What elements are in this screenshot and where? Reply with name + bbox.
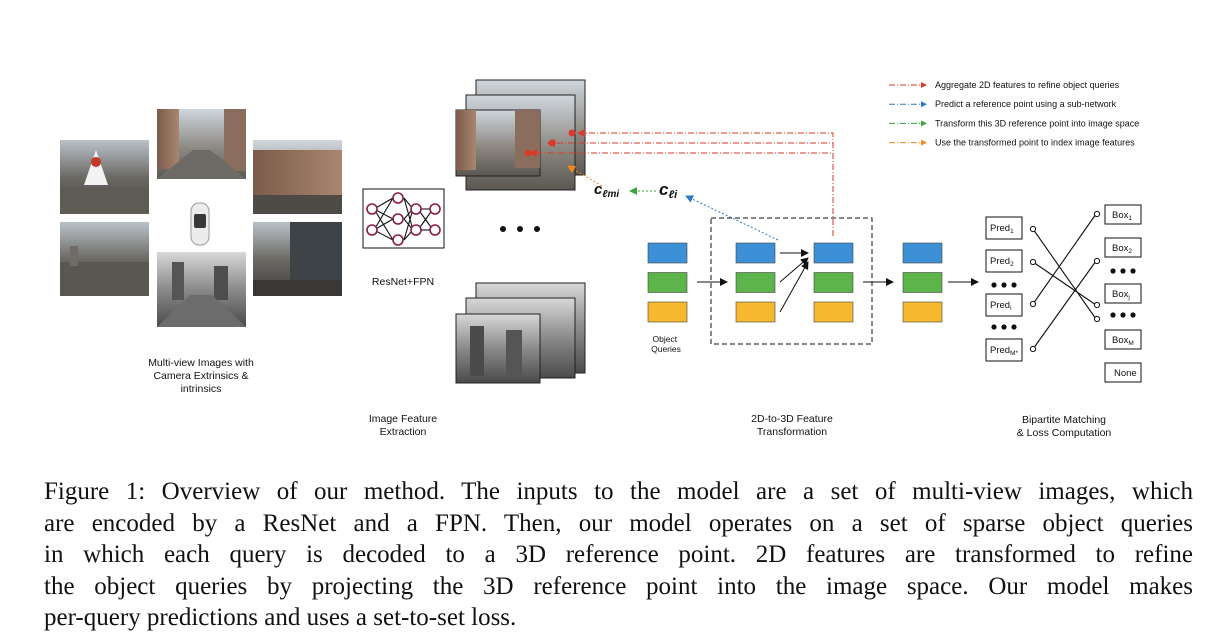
flow-arrows bbox=[697, 249, 979, 313]
feature-ellipsis bbox=[500, 226, 540, 232]
query-green-block bbox=[902, 272, 943, 293]
resnet-fpn-network-icon bbox=[362, 188, 445, 249]
matching-lines bbox=[1032, 213, 1097, 350]
svg-text:Predi: Predi bbox=[990, 300, 1012, 312]
svg-text:Pred1: Pred1 bbox=[990, 223, 1014, 235]
caption-line: the object queries by projecting the 3D … bbox=[44, 572, 1193, 600]
svg-text:None: None bbox=[1114, 368, 1137, 379]
refined-queries-column bbox=[813, 242, 854, 323]
transformation-label: 2D-to-3D Feature Transformation bbox=[751, 413, 833, 438]
query-blue-block bbox=[735, 242, 776, 264]
caption-line: per-query predictions and uses a set-to-… bbox=[44, 604, 517, 631]
query-blue-block bbox=[902, 242, 943, 264]
query-green-block bbox=[647, 272, 688, 293]
method-diagram: cℓmi cℓi Object Queries Aggregate 2D fea… bbox=[60, 79, 1142, 384]
ego-car-icon bbox=[190, 202, 210, 246]
caption-line: in which each query is decoded to a 3D r… bbox=[44, 541, 1193, 568]
query-blue-block bbox=[813, 242, 854, 264]
none-box: None bbox=[1104, 362, 1142, 383]
blue-predict-arrow bbox=[685, 195, 779, 241]
ground-truth-box: Box1 bbox=[1104, 204, 1142, 225]
query-yellow-block bbox=[813, 301, 854, 323]
camera-front-right-image bbox=[253, 140, 342, 214]
ground-truth-box: Boxj bbox=[1104, 283, 1142, 304]
legend-item-label: Transform this 3D reference point into i… bbox=[935, 118, 1139, 128]
caption-line: are encoded by a ResNet and a FPN. Then,… bbox=[44, 509, 1193, 537]
query-green-block bbox=[735, 272, 776, 293]
legend-item-label: Predict a reference point using a sub-ne… bbox=[935, 99, 1117, 109]
query-green-block bbox=[813, 272, 854, 293]
svg-text:Box2: Box2 bbox=[1112, 243, 1132, 255]
legend: Aggregate 2D features to refine object q… bbox=[889, 80, 1139, 148]
svg-text:Box1: Box1 bbox=[1112, 210, 1132, 222]
camera-front-image bbox=[157, 109, 246, 179]
pred-ellipsis bbox=[991, 282, 1017, 330]
object-queries-label: Object Queries bbox=[651, 334, 681, 354]
ground-truth-box: BoxM bbox=[1104, 329, 1142, 350]
svg-text:Boxj: Boxj bbox=[1112, 289, 1130, 301]
feature-map-stack-bottom bbox=[455, 282, 586, 384]
camera-front-left-image bbox=[60, 140, 149, 214]
feature-extraction-label: Image Feature Extraction bbox=[368, 413, 438, 438]
query-yellow-block bbox=[647, 301, 688, 323]
ground-truth-box: Box2 bbox=[1104, 237, 1142, 258]
figure-caption: Figure 1: Overview of our method. The in… bbox=[44, 476, 1193, 634]
query-yellow-block bbox=[735, 301, 776, 323]
svg-text:Pred2: Pred2 bbox=[990, 256, 1014, 268]
output-queries-column bbox=[902, 242, 943, 323]
backbone-label: ResNet+FPN bbox=[371, 276, 435, 288]
prediction-boxes: Pred1 Pred2 Predi PredM* bbox=[985, 216, 1023, 362]
legend-arrowhead bbox=[921, 139, 927, 146]
multiview-label: Multi-view Images with Camera Extrinsics … bbox=[148, 357, 254, 395]
legend-arrowhead bbox=[921, 101, 927, 108]
legend-item-label: Use the transformed point to index image… bbox=[935, 138, 1135, 148]
multiview-images bbox=[60, 109, 342, 327]
legend-item-label: Aggregate 2D features to refine object q… bbox=[935, 80, 1120, 90]
ground-truth-boxes: Box1 Box2 Boxj BoxM None bbox=[1104, 204, 1142, 383]
legend-arrowhead bbox=[921, 82, 927, 88]
matching-endpoints bbox=[1029, 210, 1101, 353]
object-queries-column bbox=[647, 242, 688, 323]
camera-back-left-image bbox=[60, 222, 149, 296]
svg-text:BoxM: BoxM bbox=[1112, 335, 1134, 347]
camera-back-right-image bbox=[253, 222, 342, 296]
red-sample-points bbox=[524, 129, 576, 157]
caption-line: Figure 1: Overview of our method. The in… bbox=[44, 478, 1193, 505]
camera-back-image bbox=[157, 252, 246, 327]
feature-map-stack-top bbox=[455, 79, 586, 191]
box-ellipsis bbox=[1110, 268, 1136, 318]
prediction-box: Pred1 bbox=[985, 216, 1023, 240]
legend-arrowhead bbox=[921, 120, 927, 127]
query-blue-block bbox=[647, 242, 688, 264]
prediction-box: Predi bbox=[985, 293, 1023, 317]
prediction-box: PredM* bbox=[985, 338, 1023, 362]
transformation-dashed-box bbox=[710, 217, 873, 345]
query-yellow-block bbox=[902, 301, 943, 323]
c-lmi-label: cℓmi bbox=[594, 181, 619, 200]
c-li-label: cℓi bbox=[659, 180, 678, 201]
orange-index-arrow bbox=[567, 165, 603, 187]
prediction-box: Pred2 bbox=[985, 249, 1023, 273]
matching-label: Bipartite Matching & Loss Computation bbox=[1016, 414, 1112, 439]
reference-queries-column bbox=[735, 242, 776, 323]
